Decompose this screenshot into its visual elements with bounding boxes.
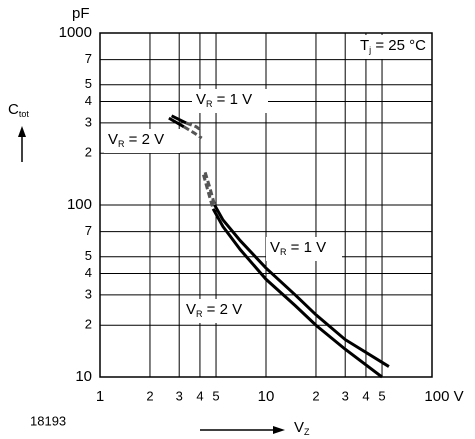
curve	[168, 116, 185, 129]
annotation-main: V	[270, 239, 280, 256]
x-tick-label: 2	[312, 388, 319, 403]
x-tick-label: 10	[258, 388, 275, 405]
annotation-rest: = 1 V	[287, 239, 327, 256]
x-tick-label: 100 V	[424, 388, 463, 405]
annotation: VR = 2 V	[108, 131, 164, 149]
x-tick-label: 1	[96, 388, 104, 405]
x-tick-label: 4	[196, 388, 203, 403]
curve	[170, 114, 187, 125]
annotation: VR = 1 V	[196, 91, 252, 109]
x-tick-label: 2	[146, 388, 153, 403]
annotation: VR = 1 V	[270, 239, 326, 257]
y-tick-label: 10	[75, 368, 92, 385]
y-tick-label: 7	[85, 51, 92, 66]
annotation-bg	[266, 237, 342, 261]
curve	[211, 208, 383, 379]
annotation: VR = 2 V	[186, 301, 242, 319]
annotation-main: V	[186, 301, 196, 318]
plot-frame	[99, 32, 433, 378]
curve	[183, 125, 203, 140]
y-arrowhead	[18, 126, 26, 137]
y-tick-label: 3	[85, 286, 92, 301]
x-tick-label: 4	[362, 388, 369, 403]
y-tick-label: 3	[85, 114, 92, 129]
y-tick-label: 2	[85, 145, 92, 160]
y-tick-label: 4	[85, 265, 92, 280]
y-tick-label: 100	[67, 196, 92, 213]
curve	[185, 121, 203, 133]
annotation-bg	[182, 299, 258, 323]
condition: Tj = 25 °C	[360, 37, 426, 55]
annotation-sub: R	[196, 309, 203, 319]
annotation-sub: R	[280, 247, 287, 257]
y-tick-label: 4	[85, 93, 92, 108]
condition-rest: = 25 °C	[371, 37, 426, 54]
y-unit: pF	[72, 5, 90, 22]
figure-id: 18193	[30, 413, 66, 428]
x-arrowhead	[273, 426, 285, 434]
annotation-bg	[192, 89, 268, 113]
y-tick-label: 7	[85, 223, 92, 238]
annotation-bg	[104, 129, 180, 153]
x-tick-label: 3	[176, 388, 183, 403]
annotation-main: V	[108, 131, 118, 148]
condition-sub: j	[368, 45, 371, 55]
x-tick-label: 5	[378, 388, 385, 403]
condition-bg	[356, 35, 428, 59]
annotation-rest: = 2 V	[203, 301, 243, 318]
condition-main: T	[360, 37, 369, 54]
x-axis-label: VZ	[294, 419, 310, 437]
x-tick-label: 3	[342, 388, 349, 403]
annotation-rest: = 2 V	[125, 131, 165, 148]
y-axis-label: Ctot	[8, 101, 29, 119]
annotation-sub: R	[118, 139, 125, 149]
y-tick-label: 5	[85, 248, 92, 263]
curve	[202, 174, 215, 210]
annotation-main: V	[196, 91, 206, 108]
curve	[203, 171, 217, 206]
annotation-sub: R	[206, 99, 213, 109]
y-tick-label: 2	[85, 317, 92, 332]
x-tick-label: 5	[212, 388, 219, 403]
annotation-rest: = 1 V	[213, 91, 253, 108]
curve	[213, 204, 390, 368]
y-tick-label: 1000	[59, 24, 92, 41]
y-tick-label: 5	[85, 76, 92, 91]
